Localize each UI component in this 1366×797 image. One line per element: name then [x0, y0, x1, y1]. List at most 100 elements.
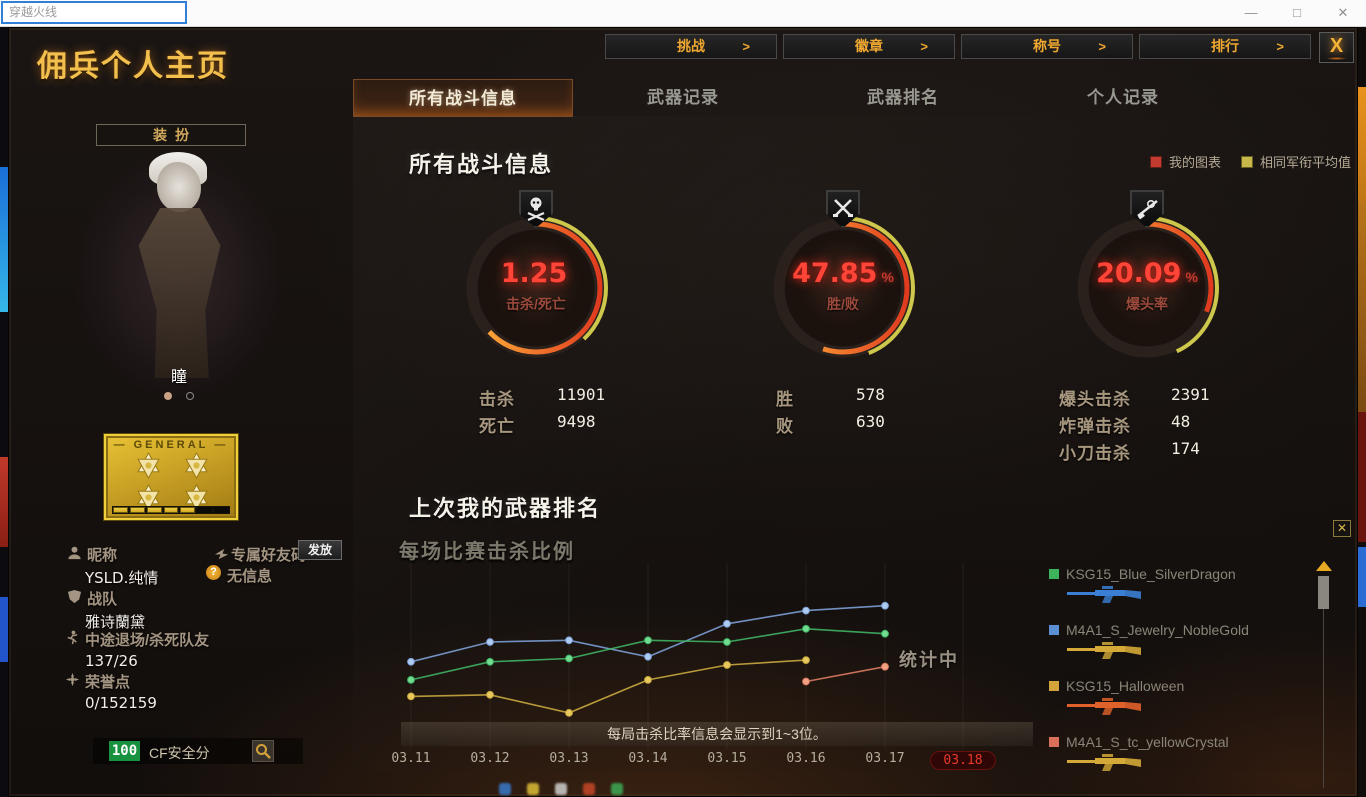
gauge-value: 1.25 [454, 258, 618, 289]
date-axis: 03.11 03.12 03.13 03.14 03.15 03.16 03.17 03.18 [391, 751, 1053, 773]
game-close-button[interactable]: X [1319, 32, 1354, 63]
legend-label: 相同军衔平均值 [1259, 155, 1351, 170]
rank-progress-segment [197, 507, 213, 513]
nav-button-0[interactable]: 挑战 > [605, 34, 777, 59]
legend-swatch [1240, 155, 1253, 168]
stat-row: 小刀击杀 174 [1059, 439, 1339, 463]
scrollbar-track[interactable] [1323, 576, 1324, 788]
scrollbar-thumb[interactable] [1318, 576, 1329, 609]
nickname-label: 昵称 [87, 547, 118, 564]
minimize-icon[interactable]: — [1244, 5, 1258, 20]
gauge-unit: % [881, 269, 894, 285]
rank-progress-segment [214, 507, 230, 513]
weapon-series-swatch [1049, 625, 1059, 635]
nickname-value: YSLD.纯情 [85, 569, 159, 587]
team-value: 雅诗蘭黛 [85, 613, 146, 631]
nav-button-2[interactable]: 称号 > [961, 34, 1133, 59]
weapon-series-swatch [1049, 569, 1059, 579]
chevron-right-icon: > [1098, 39, 1106, 54]
nav-button-1[interactable]: 徽章 > [783, 34, 955, 59]
tab-0[interactable]: 所有战斗信息 [353, 79, 573, 117]
weapon-section-heading: 上次我的武器排名 [409, 496, 602, 521]
date-tick-selected[interactable]: 03.18 [930, 751, 996, 770]
taskbar-glow-artifacts [499, 783, 759, 797]
dress-up-button[interactable]: 装扮 [96, 124, 246, 146]
gauge-label: 爆头率 [1126, 296, 1168, 312]
weapon-thumbnail [1065, 694, 1151, 723]
honor-label: 荣誉点 [85, 674, 131, 691]
rank-progress-bar [112, 506, 230, 514]
scroll-up-icon[interactable] [1316, 561, 1332, 571]
combat-section-heading: 所有战斗信息 [409, 152, 554, 177]
quit-teamkill-label: 中途退场/杀死队友 [85, 632, 210, 649]
gauge-1: 47.85% 胜/败 [761, 190, 925, 390]
rank-star-icon [135, 483, 162, 516]
no-info-label: 无信息 [227, 568, 273, 585]
date-tick[interactable]: 03.11 [391, 751, 431, 766]
gauge-number: 20.09 [1096, 258, 1182, 289]
nav-button-label: 徽章 [855, 38, 883, 54]
rank-stars [124, 451, 220, 512]
runner-icon [67, 630, 78, 645]
window-titlebar: 穿越火线 — □ ✕ [0, 0, 1366, 27]
question-icon: ? [206, 565, 221, 580]
stat-label: 死亡 [479, 417, 515, 436]
carousel-dot[interactable] [186, 392, 194, 400]
stat-value: 578 [856, 385, 885, 404]
date-tick[interactable]: 03.15 [707, 751, 747, 766]
window-controls: — □ ✕ [1228, 0, 1366, 27]
rank-star-icon [183, 451, 210, 484]
gauge-label: 击杀/死亡 [506, 296, 566, 312]
window-title-tab: 穿越火线 [1, 1, 187, 24]
stat-row: 败 630 [776, 412, 1056, 436]
tab-1[interactable]: 武器记录 [647, 88, 719, 107]
stat-row: 胜 578 [776, 385, 1056, 409]
gauge-unit: % [1185, 269, 1198, 285]
gauge-label: 胜/败 [827, 296, 859, 312]
honor-value: 0/152159 [85, 694, 157, 712]
chart-legend: 我的图表 相同军衔平均值 [1069, 152, 1351, 171]
friend-code-icon [214, 548, 229, 560]
stat-label: 败 [776, 417, 794, 436]
maximize-icon[interactable]: □ [1293, 5, 1301, 20]
quit-teamkill-value: 137/26 [85, 652, 138, 670]
carousel-dot-active[interactable] [164, 392, 172, 400]
date-tick[interactable]: 03.17 [865, 751, 905, 766]
grant-button[interactable]: 发放 [298, 540, 342, 560]
stat-row: 死亡 9498 [479, 412, 759, 436]
gauge-value: 47.85% [761, 258, 925, 289]
date-tick[interactable]: 03.13 [549, 751, 589, 766]
nav-button-label: 挑战 [677, 38, 705, 54]
weapon-list-item-0[interactable]: KSG15_Blue_SilverDragon [1049, 566, 1309, 618]
weapon-list-item-1[interactable]: M4A1_S_Jewelry_NobleGold [1049, 622, 1309, 674]
close-icon[interactable]: ✕ [1337, 5, 1349, 20]
rank-progress-segment [129, 507, 145, 513]
date-tick[interactable]: 03.16 [786, 751, 826, 766]
tab-2[interactable]: 武器排名 [867, 88, 939, 107]
magnifier-icon[interactable] [252, 740, 274, 762]
chart-notice: 每局击杀比率信息会显示到1~3位。 [401, 722, 1033, 746]
stat-value: 48 [1171, 412, 1191, 431]
weapon-list-item-2[interactable]: KSG15_Halloween [1049, 678, 1309, 730]
weapon-thumbnail [1065, 638, 1151, 667]
gun-image [1067, 642, 1141, 659]
chevron-right-icon: > [1276, 39, 1284, 54]
stat-label: 胜 [776, 390, 794, 409]
gun-image [1067, 754, 1141, 771]
gauge-number: 1.25 [500, 258, 568, 289]
gauge-0: 1.25 击杀/死亡 [454, 190, 618, 390]
rank-progress-segment [146, 507, 162, 513]
character-head [157, 162, 201, 212]
character-body [138, 208, 221, 378]
legend-label: 我的图表 [1168, 155, 1221, 170]
page-title: 佣兵个人主页 [37, 50, 229, 83]
date-tick[interactable]: 03.12 [470, 751, 510, 766]
panel-close-icon[interactable]: ✕ [1333, 520, 1351, 537]
tab-3[interactable]: 个人记录 [1087, 88, 1159, 107]
nav-button-3[interactable]: 排行 > [1139, 34, 1311, 59]
rank-title: GENERAL [106, 439, 236, 451]
weapon-list-item-3[interactable]: M4A1_S_tc_yellowCrystal [1049, 734, 1309, 786]
security-score-badge: 100 [109, 741, 140, 761]
date-tick[interactable]: 03.14 [628, 751, 668, 766]
